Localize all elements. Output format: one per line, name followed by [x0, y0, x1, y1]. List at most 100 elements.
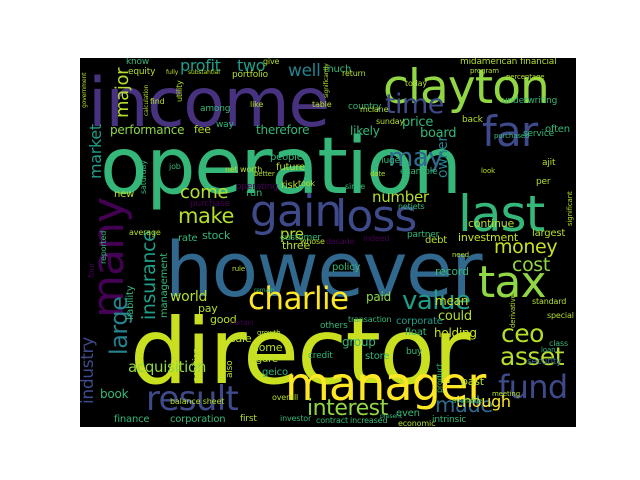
- word-fee: fee: [194, 123, 211, 136]
- word-income: income: [88, 64, 330, 143]
- word-operation: operation: [100, 122, 462, 212]
- word-management: management: [159, 253, 170, 318]
- word-buy: buy: [406, 347, 423, 357]
- word-price: price: [402, 115, 434, 130]
- word-come: come: [180, 182, 229, 203]
- word-paid: paid: [366, 290, 391, 304]
- word-among: among: [200, 104, 231, 114]
- word-much: much: [324, 64, 352, 75]
- word-board: board: [420, 126, 457, 141]
- word-even: even: [396, 408, 420, 419]
- word-interest: interest: [307, 396, 388, 421]
- word-clayton: clayton: [383, 60, 550, 115]
- word-may: may: [388, 143, 444, 173]
- word-government: government: [81, 72, 88, 108]
- word-rule: rule: [232, 265, 246, 273]
- word-security: security: [527, 357, 562, 367]
- word-certain: certain: [230, 319, 254, 327]
- word-economic: economic: [398, 419, 436, 428]
- word-financial: financial: [520, 58, 557, 67]
- word-return: return: [342, 69, 366, 78]
- word-per: per: [536, 177, 551, 187]
- word-pre: pre: [280, 225, 304, 243]
- word-debt: debt: [425, 235, 447, 246]
- word-last: last: [458, 185, 545, 243]
- word-significant: significant: [566, 191, 574, 226]
- word-sale: sale: [230, 332, 252, 345]
- word-underwriting: underwriting: [502, 96, 558, 106]
- word-indeed: indeed: [363, 234, 390, 243]
- word-insurance: insurance: [138, 230, 160, 320]
- word-rate: rate: [178, 233, 198, 244]
- word-run: run: [246, 188, 263, 199]
- word-risk: risk: [281, 180, 299, 191]
- word-two: two: [237, 58, 266, 75]
- word-gain: gain: [250, 186, 342, 237]
- word-fund: fund: [498, 368, 568, 406]
- word-owner: owner: [435, 136, 451, 178]
- word-derivative: derivative: [509, 294, 517, 328]
- word-float: float: [405, 327, 427, 338]
- word-purchase: purchase: [190, 199, 230, 209]
- word-continue: continue: [468, 217, 515, 230]
- word-book: book: [100, 387, 129, 401]
- word-however: however: [165, 225, 482, 314]
- word-example: example: [400, 167, 438, 177]
- word-result: result: [146, 379, 239, 419]
- word-home: home: [252, 341, 283, 354]
- word-cloud: director operation however income clayto…: [80, 58, 576, 427]
- word-portfolio: portfolio: [232, 70, 269, 80]
- word-industry: industry: [80, 337, 98, 404]
- word-present: present: [380, 413, 402, 420]
- word-cost: cost: [512, 254, 550, 276]
- word-others: others: [320, 321, 348, 331]
- word-calculation: calculation: [143, 84, 150, 116]
- word-partner: partner: [407, 230, 440, 240]
- word-find: find: [150, 97, 165, 106]
- word-policy: policy: [332, 262, 361, 273]
- word-ajit: ajit: [542, 158, 556, 168]
- word-future: future: [276, 162, 305, 173]
- word-though: though: [456, 392, 511, 411]
- word-know: know: [126, 58, 150, 67]
- word-utility: utility: [175, 80, 184, 102]
- word-fully: fully: [166, 69, 179, 76]
- word-equity: equity: [128, 67, 156, 77]
- word-way: way: [216, 120, 234, 130]
- word-significantly: significantly: [323, 63, 330, 98]
- word-ceo: ceo: [501, 319, 544, 348]
- word-like: like: [250, 100, 264, 109]
- word-whose: whose: [300, 237, 325, 246]
- word-make: make: [178, 204, 234, 228]
- word-well: well: [288, 61, 321, 81]
- word-made: made: [435, 393, 493, 417]
- word-far: far: [482, 107, 538, 156]
- word-huge: huge: [378, 156, 400, 166]
- word-three: three: [282, 239, 311, 252]
- word-therefore: therefore: [256, 123, 310, 137]
- word-liability: liability: [125, 285, 136, 320]
- word-give: give: [263, 58, 280, 66]
- word-class: class: [549, 339, 569, 348]
- word-figure: figure: [250, 354, 278, 365]
- word-available: available: [452, 397, 483, 405]
- word-sunday: sunday: [376, 117, 405, 126]
- word-time: time: [385, 89, 444, 120]
- word-first: first: [240, 414, 257, 424]
- word-date: date: [370, 170, 386, 178]
- word-better: better: [254, 170, 275, 178]
- word-net-worth: net worth: [225, 165, 263, 174]
- word-charlie: charlie: [248, 281, 349, 317]
- word-since: since: [345, 182, 365, 191]
- word-netjets: netjets: [398, 202, 425, 211]
- word-finance: finance: [114, 414, 150, 425]
- word-also: also: [225, 360, 235, 379]
- word-people: people: [270, 152, 303, 163]
- word-program: program: [470, 67, 499, 75]
- word-likely: likely: [350, 124, 380, 138]
- word-midamerican: midamerican: [460, 58, 518, 67]
- word-operating: operating: [236, 182, 278, 192]
- word-profit: profit: [180, 58, 221, 75]
- word-job: job: [169, 162, 181, 171]
- word-remain: remain: [254, 287, 275, 294]
